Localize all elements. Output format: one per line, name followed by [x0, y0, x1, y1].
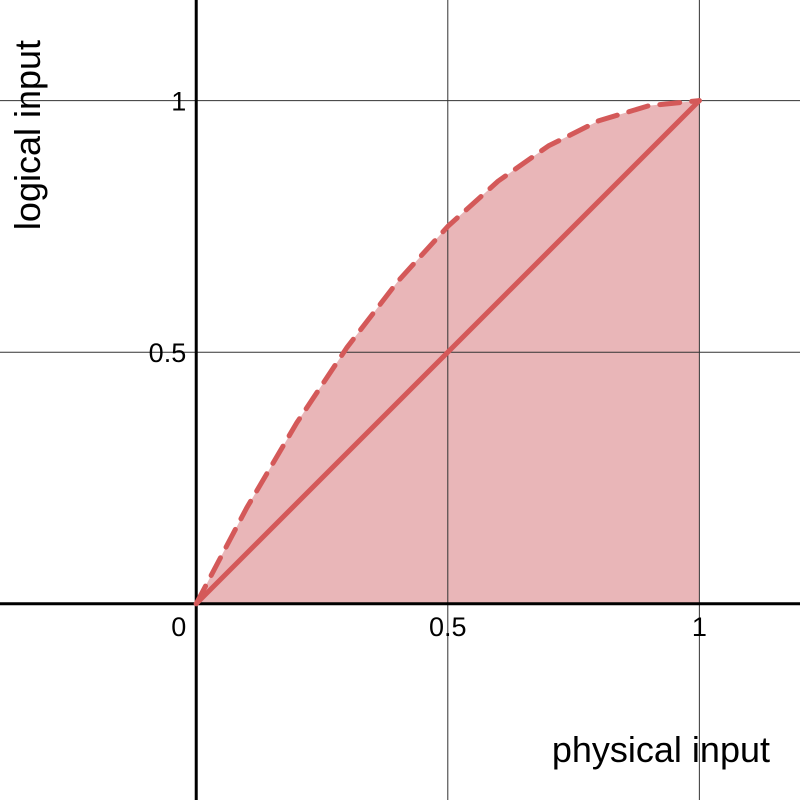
dashed-curve-line: [193, 98, 702, 607]
x-tick-label: 1: [692, 612, 707, 642]
x-tick-label: 0.5: [429, 612, 467, 642]
y-tick-label: 0.5: [149, 338, 187, 368]
origin-tick-label: 0: [171, 612, 186, 642]
solid-diagonal-line: [193, 98, 702, 607]
y-tick-label: 1: [171, 87, 186, 117]
series-lines: [193, 98, 702, 607]
tick-labels: 0 0.5 1 0.5 1: [149, 87, 707, 642]
x-axis-label: physical input: [552, 729, 770, 770]
y-axis-label: logical input: [7, 40, 48, 230]
